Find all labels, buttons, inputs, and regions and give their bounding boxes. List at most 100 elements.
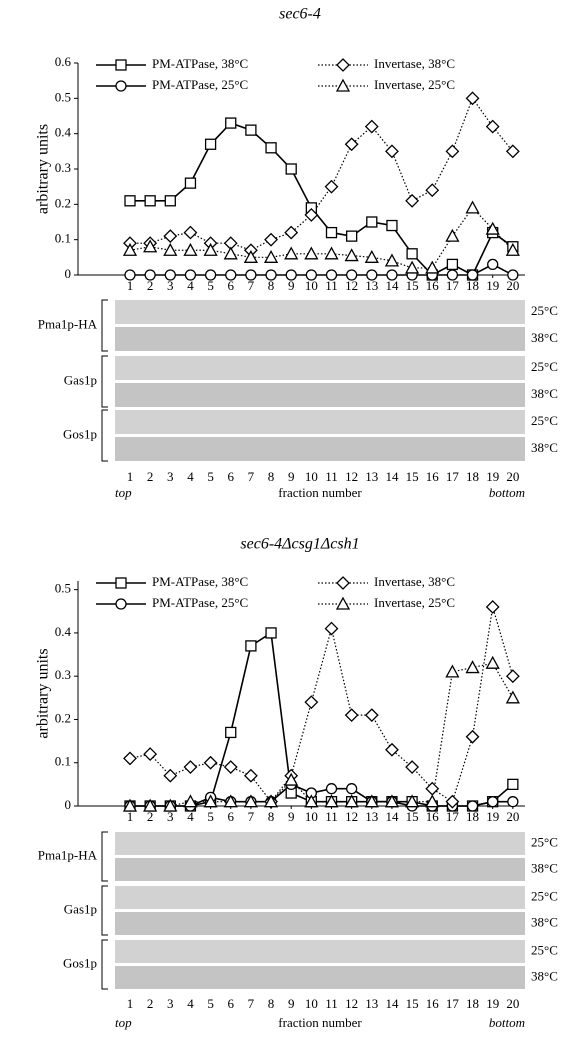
marker [326,623,338,635]
blot-strip [115,858,525,881]
marker [467,662,479,673]
marker [246,125,256,135]
fraction-label: 2 [147,996,154,1011]
fraction-label: 7 [248,996,255,1011]
marker [327,784,337,794]
marker [286,164,296,174]
x-tick-label: 14 [385,809,399,824]
y-axis-label: arbitrary units [35,124,52,214]
marker [487,121,499,133]
legend-label: Invertase, 25°C [374,77,455,92]
blot-strip [115,383,525,407]
x-end-label: top [115,1015,132,1030]
fraction-label: 19 [486,996,499,1011]
legend-marker [337,59,349,71]
marker [487,657,499,668]
marker [507,670,519,682]
marker [467,92,479,104]
y-tick-label: 0.5 [55,581,71,596]
y-tick-label: 0.4 [55,624,72,639]
x-tick-label: 19 [486,809,499,824]
marker [265,234,277,246]
marker [426,184,438,196]
fraction-label: 6 [228,996,235,1011]
legend-marker [116,578,126,588]
blot-label: Pma1p-HA [38,316,98,331]
marker [367,217,377,227]
fraction-label: 8 [268,469,275,484]
y-tick-label: 0.3 [55,667,71,682]
fraction-label: 7 [248,469,255,484]
legend-marker [116,599,126,609]
fraction-label: 6 [228,469,235,484]
marker [407,249,417,259]
y-tick-label: 0.5 [55,89,71,104]
y-tick-label: 0 [65,266,72,281]
legend-label: PM-ATPase, 25°C [152,595,248,610]
blot-temperature: 25°C [531,942,558,957]
y-tick-label: 0.6 [55,54,72,69]
fraction-label: 1 [127,996,134,1011]
marker [367,270,377,280]
legend-label: Invertase, 38°C [374,574,455,589]
marker [468,801,478,811]
series-line [130,607,513,802]
blot-bracket [102,886,108,935]
marker [406,761,418,773]
marker [185,178,195,188]
marker [184,227,196,239]
fraction-label: 2 [147,469,154,484]
marker [488,259,498,269]
marker [347,784,357,794]
fraction-label: 10 [305,469,318,484]
fraction-label: 18 [466,469,479,484]
marker [265,251,277,262]
marker [226,270,236,280]
marker [226,118,236,128]
marker [386,145,398,157]
blot-bracket [102,410,108,461]
fraction-label: 10 [305,996,318,1011]
legend-label: Invertase, 38°C [374,56,455,71]
marker [406,195,418,207]
blot-label: Gos1p [63,955,97,970]
x-tick-label: 10 [305,809,318,824]
blot-strip [115,966,525,989]
marker [206,139,216,149]
marker [164,244,176,255]
marker [184,761,196,773]
marker [305,696,317,708]
marker [125,270,135,280]
fraction-label: 19 [486,469,499,484]
blot-strip [115,912,525,935]
blot-temperature: 25°C [531,359,558,374]
marker [125,196,135,206]
marker [145,270,155,280]
fraction-label: 13 [365,996,378,1011]
fraction-label: 4 [187,469,194,484]
figure: sec6-4arbitrary units00.10.20.30.40.50.6… [0,0,571,1040]
marker [507,692,519,703]
marker [246,270,256,280]
blot-label: Gas1p [64,372,97,387]
marker [326,181,338,193]
fraction-label: 20 [506,469,519,484]
legend-label: Invertase, 25°C [374,595,455,610]
chart-title: sec6-4 [279,6,321,23]
marker [346,709,358,721]
fraction-label: 5 [207,469,214,484]
x-end-label: top [115,485,132,500]
marker [508,270,518,280]
fraction-label: 17 [446,996,460,1011]
legend-marker [116,60,126,70]
x-tick-label: 20 [506,809,519,824]
marker [306,270,316,280]
y-tick-label: 0.1 [55,754,71,769]
y-tick-label: 0.4 [55,125,72,140]
fraction-label: 15 [406,996,419,1011]
fraction-label: 11 [325,469,338,484]
fraction-label: 12 [345,996,358,1011]
blot-temperature: 38°C [531,860,558,875]
y-tick-label: 0.3 [55,160,71,175]
blot-label: Gos1p [63,426,97,441]
